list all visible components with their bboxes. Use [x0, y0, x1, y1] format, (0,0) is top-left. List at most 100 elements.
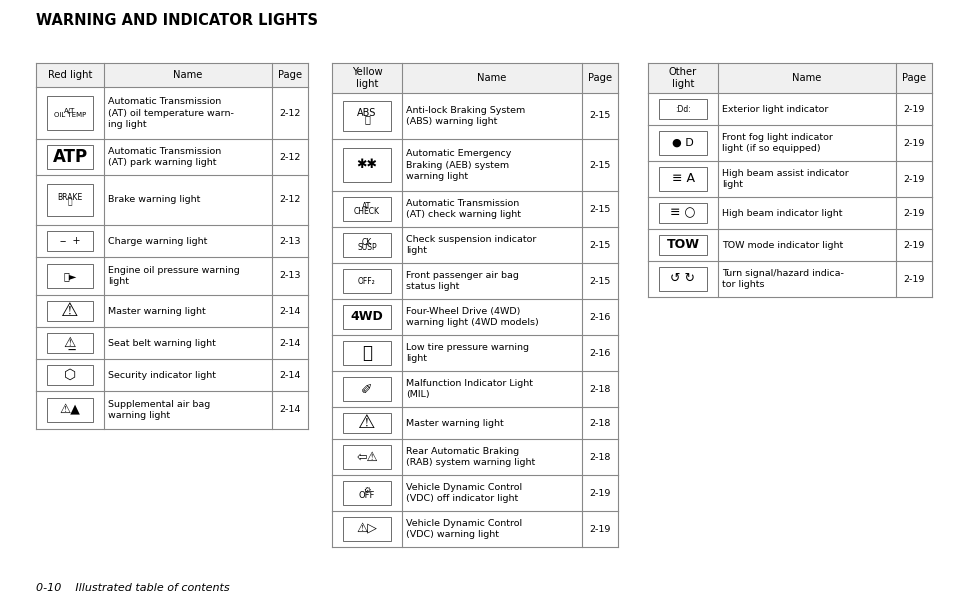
Bar	[344, 269, 391, 293]
Text: Ⓞ: Ⓞ	[364, 114, 370, 124]
Text: CHECK: CHECK	[354, 207, 380, 216]
Text: 2-13: 2-13	[279, 236, 300, 246]
Text: 2-14: 2-14	[279, 307, 300, 315]
Text: ⚠: ⚠	[358, 414, 375, 433]
Text: 2-19: 2-19	[903, 241, 924, 249]
Text: ⇦⚠: ⇦⚠	[356, 450, 378, 464]
Text: Check suspension indicator
light: Check suspension indicator light	[406, 235, 537, 255]
Bar	[344, 233, 391, 257]
Bar	[660, 235, 707, 255]
Text: Charge warning light: Charge warning light	[108, 236, 207, 246]
Text: Anti-lock Braking System
(ABS) warning light: Anti-lock Braking System (ABS) warning l…	[406, 106, 525, 126]
Text: Master warning light: Master warning light	[108, 307, 205, 315]
Text: Page: Page	[588, 73, 612, 83]
Text: WARNING AND INDICATOR LIGHTS: WARNING AND INDICATOR LIGHTS	[36, 13, 318, 28]
Text: Ⓘ: Ⓘ	[362, 344, 372, 362]
Bar	[344, 518, 391, 541]
Text: TOW: TOW	[666, 238, 700, 252]
Text: Low tire pressure warning
light: Low tire pressure warning light	[406, 343, 529, 363]
Text: ≡ ○: ≡ ○	[670, 207, 696, 219]
Text: ➿►: ➿►	[63, 271, 77, 281]
Text: 2-14: 2-14	[279, 338, 300, 348]
Text: Automatic Emergency
Braking (AEB) system
warning light: Automatic Emergency Braking (AEB) system…	[406, 150, 512, 181]
Text: Automatic Transmission
(AT) park warning light: Automatic Transmission (AT) park warning…	[108, 147, 221, 167]
Text: Front fog light indicator
light (if so equipped): Front fog light indicator light (if so e…	[722, 133, 833, 153]
Bar	[47, 97, 93, 130]
Text: BRAKE: BRAKE	[58, 193, 83, 202]
Text: Vehicle Dynamic Control
(VDC) off indicator light: Vehicle Dynamic Control (VDC) off indica…	[406, 483, 522, 503]
Text: Name: Name	[174, 70, 203, 80]
Text: Red light: Red light	[48, 70, 92, 80]
Text: 2-18: 2-18	[589, 419, 611, 428]
Bar	[344, 445, 391, 469]
Text: Security indicator light: Security indicator light	[108, 370, 216, 379]
Text: 2-15: 2-15	[589, 277, 611, 285]
Text: :Dd:: :Dd:	[675, 104, 691, 114]
Bar	[344, 378, 391, 401]
Text: 2-15: 2-15	[589, 241, 611, 249]
Text: Master warning light: Master warning light	[406, 419, 504, 428]
Text: 2-19: 2-19	[903, 175, 924, 183]
Bar	[47, 264, 93, 288]
Text: Page: Page	[278, 70, 302, 80]
Text: ABS: ABS	[357, 108, 376, 118]
Bar	[47, 398, 93, 422]
Text: A/T: A/T	[64, 108, 76, 114]
Text: 2-13: 2-13	[279, 271, 300, 280]
Text: ⚠̲: ⚠̲	[63, 336, 76, 350]
Text: Other
light: Other light	[669, 67, 697, 89]
Text: 2-14: 2-14	[279, 406, 300, 414]
Bar	[344, 342, 391, 365]
Text: 2-15: 2-15	[589, 111, 611, 120]
Text: Rear Automatic Braking
(RAB) system warning light: Rear Automatic Braking (RAB) system warn…	[406, 447, 536, 467]
Text: 2-12: 2-12	[279, 196, 300, 205]
Text: Turn signal/hazard indica-
tor lights: Turn signal/hazard indica- tor lights	[722, 269, 844, 289]
Text: TOW mode indicator light: TOW mode indicator light	[722, 241, 843, 249]
Bar	[47, 301, 93, 321]
Text: Supplemental air bag
warning light: Supplemental air bag warning light	[108, 400, 210, 420]
Text: 2-19: 2-19	[903, 274, 924, 284]
Text: 2-15: 2-15	[589, 205, 611, 213]
Text: Front passenger air bag
status light: Front passenger air bag status light	[406, 271, 518, 291]
Bar	[344, 481, 391, 505]
Text: 2-16: 2-16	[589, 312, 611, 321]
Bar	[648, 63, 932, 93]
Text: ATP: ATP	[53, 148, 87, 166]
Text: ⚠▲: ⚠▲	[60, 403, 81, 417]
Text: High beam assist indicator
light: High beam assist indicator light	[722, 169, 849, 189]
Text: 2-19: 2-19	[903, 208, 924, 218]
Text: ↺ ↻: ↺ ↻	[670, 273, 695, 285]
Text: 2-12: 2-12	[279, 153, 300, 161]
Text: 2-14: 2-14	[279, 370, 300, 379]
Bar	[344, 197, 391, 221]
Bar	[660, 203, 707, 223]
Text: Page: Page	[902, 73, 926, 83]
Bar	[660, 131, 707, 155]
Text: Yellow
light: Yellow light	[351, 67, 382, 89]
Text: ⚠: ⚠	[61, 301, 79, 321]
Text: 2-16: 2-16	[589, 348, 611, 357]
Text: ‒  +: ‒ +	[60, 236, 81, 246]
Bar	[660, 167, 707, 191]
Text: Four-Wheel Drive (4WD)
warning light (4WD models): Four-Wheel Drive (4WD) warning light (4W…	[406, 307, 539, 327]
Text: ⚙: ⚙	[363, 486, 371, 495]
Text: 2-18: 2-18	[589, 384, 611, 393]
Text: 4WD: 4WD	[350, 310, 383, 323]
Text: ≡ A: ≡ A	[671, 172, 694, 186]
Text: Name: Name	[792, 73, 822, 83]
Bar	[344, 148, 391, 181]
Bar	[47, 184, 93, 216]
Text: ⚠▷: ⚠▷	[356, 522, 377, 535]
Text: 2-19: 2-19	[589, 489, 611, 497]
Text: ✱✱: ✱✱	[356, 158, 377, 172]
Bar	[47, 145, 93, 169]
Text: 2-12: 2-12	[279, 109, 300, 117]
Text: 2-19: 2-19	[589, 524, 611, 533]
Bar	[47, 231, 93, 251]
Text: Name: Name	[477, 73, 507, 83]
Text: Exterior light indicator: Exterior light indicator	[722, 104, 828, 114]
Text: SUSP: SUSP	[357, 243, 377, 252]
Bar	[344, 306, 391, 329]
Text: 2-18: 2-18	[589, 453, 611, 461]
Bar	[36, 63, 308, 87]
